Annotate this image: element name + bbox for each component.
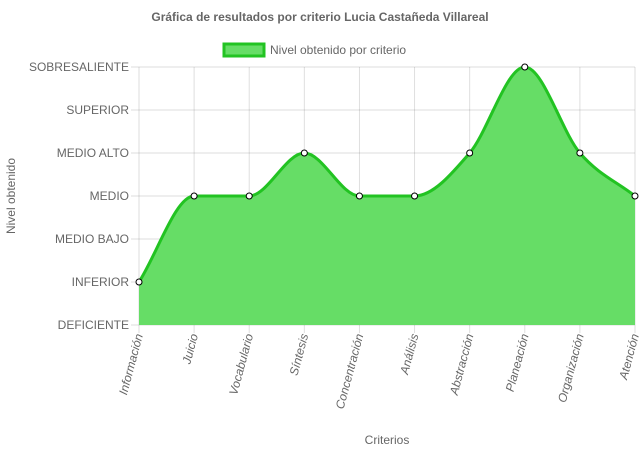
y-tick-label: SOBRESALIENTE: [29, 60, 129, 74]
x-tick-label: Juicio: [179, 332, 201, 367]
data-point[interactable]: [411, 192, 419, 200]
x-tick-label: Concentración: [333, 332, 367, 411]
x-tick-label: Organización: [555, 332, 587, 404]
data-point[interactable]: [355, 192, 363, 200]
data-point[interactable]: [521, 63, 529, 71]
legend-label[interactable]: Nivel obtenido por criterio: [270, 43, 406, 57]
x-tick-label: Información: [116, 332, 146, 396]
x-axis-ticks: Información Juicio Vocabulario Síntesis Conc…: [116, 332, 639, 411]
chart-legend[interactable]: Nivel obtenido por criterio: [222, 42, 406, 58]
y-tick-label: MEDIO: [90, 189, 129, 203]
data-point[interactable]: [466, 149, 474, 157]
y-tick-label: MEDIO ALTO: [57, 146, 129, 160]
chart-title: Gráfica de resultados por criterio Lucia…: [151, 10, 488, 24]
x-tick-label: Abstracción: [447, 332, 477, 397]
data-point[interactable]: [245, 192, 253, 200]
series-nivel: [137, 65, 636, 325]
x-tick-label: Vocabulario: [226, 332, 256, 397]
y-tick-label: DEFICIENTE: [58, 318, 129, 332]
y-axis-title: Nivel obtenido: [4, 158, 18, 234]
x-tick-label: Atención: [616, 332, 639, 382]
series-line: [137, 65, 636, 283]
data-point[interactable]: [576, 149, 584, 157]
x-axis-title: Criterios: [365, 433, 410, 447]
x-tick-label: Planeación: [503, 332, 532, 393]
y-tick-label: INFERIOR: [72, 275, 130, 289]
x-tick-label: Síntesis: [287, 332, 312, 377]
data-points: [135, 63, 639, 286]
x-tick-label: Análisis: [397, 332, 421, 377]
y-axis-ticks: DEFICIENTE INFERIOR MEDIO BAJO MEDIO MEDIO A…: [29, 60, 129, 332]
data-point[interactable]: [190, 192, 198, 200]
data-point[interactable]: [135, 278, 143, 286]
data-point[interactable]: [631, 192, 639, 200]
legend-swatch[interactable]: [222, 42, 266, 58]
data-point[interactable]: [300, 149, 308, 157]
y-tick-label: MEDIO BAJO: [55, 232, 129, 246]
y-tick-label: SUPERIOR: [66, 103, 129, 117]
